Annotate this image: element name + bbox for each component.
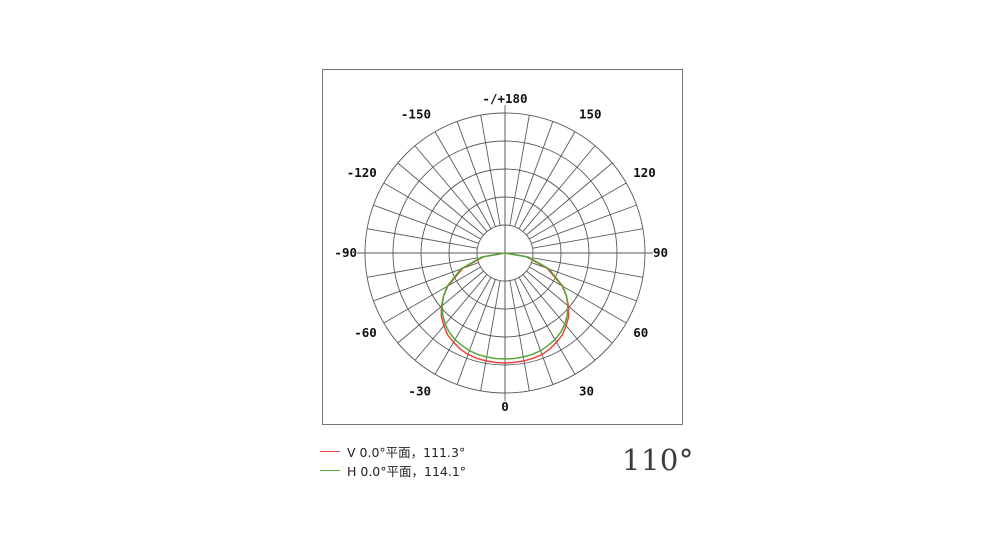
polar-axis-labels: 0 30 60 90 120 150 -/+180 -150 -120 -90 -60 -30 — [334, 91, 668, 414]
svg-text:60: 60 — [633, 325, 648, 340]
legend-label-h: H 0.0°平面，114.1° — [347, 464, 467, 479]
svg-text:90: 90 — [653, 245, 668, 260]
legend-label-v: V 0.0°平面，111.3° — [347, 445, 466, 460]
legend-item-h[interactable]: H 0.0°平面，114.1° — [320, 461, 650, 480]
svg-text:-120: -120 — [347, 165, 377, 180]
svg-text:150: 150 — [579, 106, 602, 121]
svg-text:-60: -60 — [354, 325, 377, 340]
polar-plot-frame — [322, 69, 683, 425]
svg-text:-150: -150 — [401, 106, 431, 121]
legend-item-v[interactable]: V 0.0°平面，111.3° — [320, 442, 650, 461]
beam-angle-value: 110° — [622, 443, 694, 477]
svg-text:-90: -90 — [334, 245, 357, 260]
polar-grid — [357, 105, 653, 401]
legend-swatch-v — [320, 451, 340, 452]
svg-text:-/+180: -/+180 — [482, 91, 527, 106]
legend-swatch-h — [320, 470, 340, 471]
polar-plot: 0 30 60 90 120 150 -/+180 -150 -120 -90 -60 -30 — [334, 91, 668, 414]
svg-text:120: 120 — [633, 165, 656, 180]
legend: V 0.0°平面，111.3° H 0.0°平面，114.1° — [320, 442, 650, 480]
svg-text:30: 30 — [579, 384, 594, 399]
polar-curves — [440, 252, 570, 364]
svg-text:-30: -30 — [408, 384, 431, 399]
svg-text:0: 0 — [501, 399, 509, 414]
